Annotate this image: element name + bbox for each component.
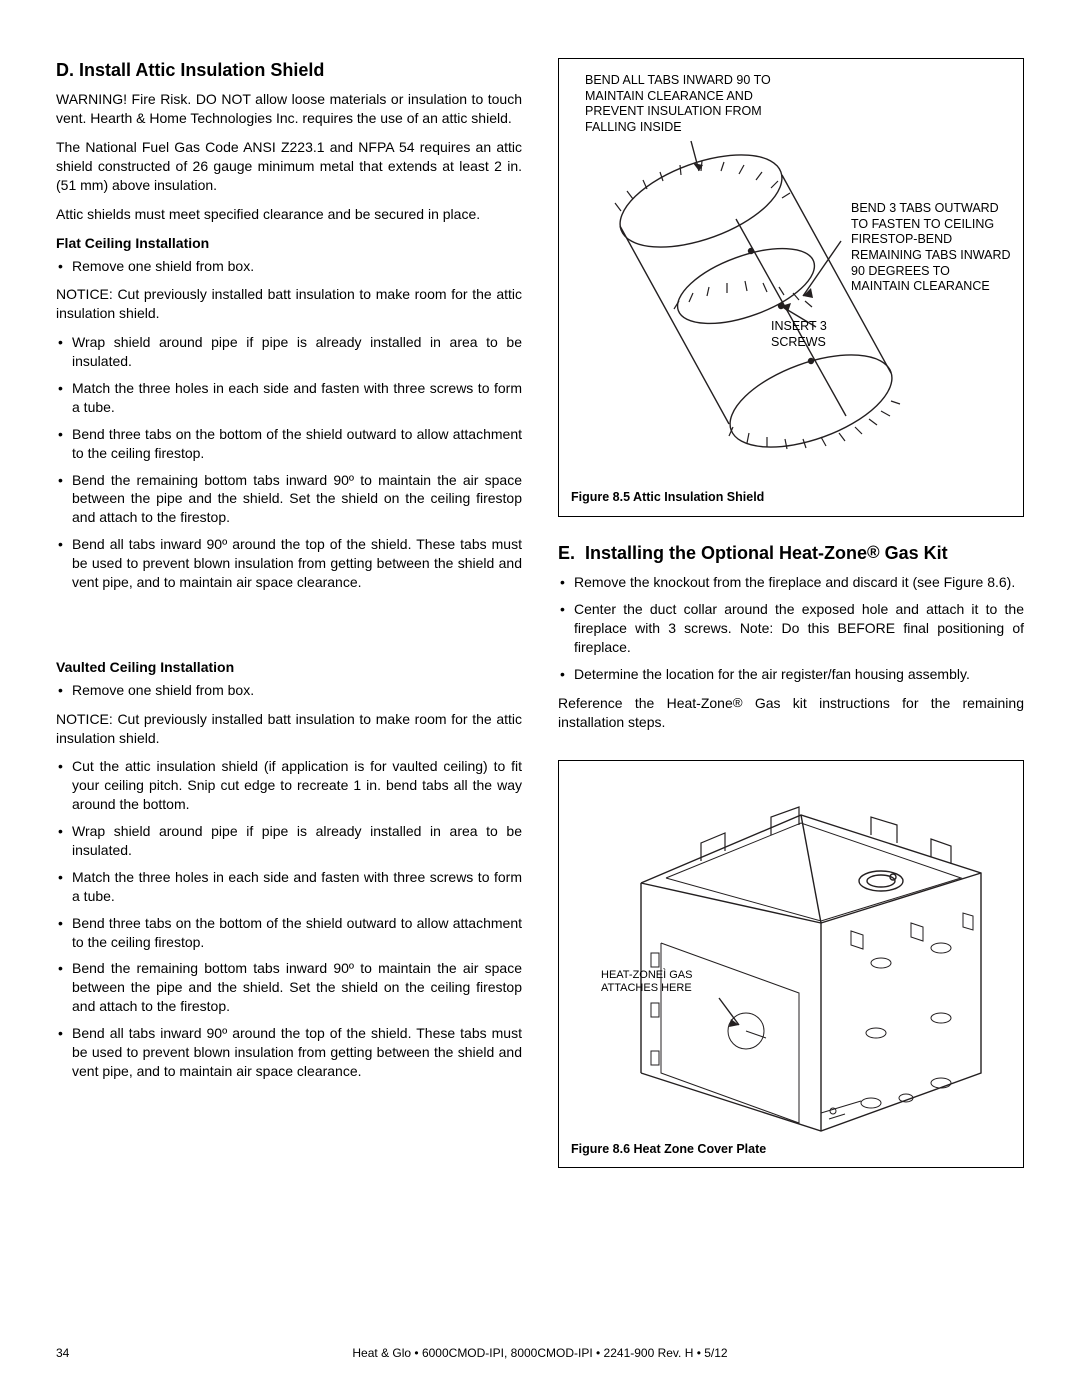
section-e-list: Remove the knockout from the fireplace a…	[558, 573, 1024, 683]
fig85-callout-top: BEND ALL TABS INWARD 90 TO MAINTAIN CLEA…	[585, 73, 805, 136]
fig86-caption: Figure 8.6 Heat Zone Cover Plate	[571, 1141, 1011, 1158]
flat-item: Remove one shield from box.	[56, 257, 522, 276]
fig86-svg	[571, 773, 1011, 1133]
sec-e-item: Center the duct collar around the expose…	[558, 600, 1024, 657]
page-footer: 34 Heat & Glo • 6000CMOD-IPI, 8000CMOD-I…	[56, 1345, 1024, 1361]
code-paragraph: The National Fuel Gas Code ANSI Z223.1 a…	[56, 138, 522, 195]
fig85-callout-right: BEND 3 TABS OUTWARD TO FASTEN TO CEILING…	[851, 201, 1011, 295]
figure-8-5: BEND ALL TABS INWARD 90 TO MAINTAIN CLEA…	[558, 58, 1024, 517]
figure-8-6: HEAT-ZONEÌ GAS ATTACHES HERE	[558, 760, 1024, 1169]
vaulted-list-2: Cut the attic insulation shield (if appl…	[56, 757, 522, 1080]
flat-item: Bend three tabs on the bottom of the shi…	[56, 425, 522, 463]
flat-item: Bend the remaining bottom tabs inward 90…	[56, 471, 522, 528]
right-column: BEND ALL TABS INWARD 90 TO MAINTAIN CLEA…	[558, 58, 1024, 1192]
vaulted-ceiling-heading: Vaulted Ceiling Installation	[56, 658, 522, 677]
flat-item: Bend all tabs inward 90º around the top …	[56, 535, 522, 592]
flat-ceiling-heading: Flat Ceiling Installation	[56, 234, 522, 253]
footer-center-text: Heat & Glo • 6000CMOD-IPI, 8000CMOD-IPI …	[56, 1345, 1024, 1361]
sec-e-item: Remove the knockout from the fireplace a…	[558, 573, 1024, 592]
section-e-heading: E. Installing the Optional Heat-Zone® Ga…	[558, 541, 1024, 565]
section-d-heading: D. Install Attic Insulation Shield	[56, 58, 522, 82]
flat-list-2: Wrap shield around pipe if pipe is alrea…	[56, 333, 522, 592]
sec-e-ref: Reference the Heat-Zone® Gas kit instruc…	[558, 694, 1024, 732]
flat-item: Match the three holes in each side and f…	[56, 379, 522, 417]
fig85-callout-screws: INSERT 3 SCREWS	[771, 319, 851, 350]
fig86-callout: HEAT-ZONEÌ GAS ATTACHES HERE	[601, 969, 721, 995]
vaulted-item: Bend all tabs inward 90º around the top …	[56, 1024, 522, 1081]
vaulted-item: Cut the attic insulation shield (if appl…	[56, 757, 522, 814]
flat-notice: NOTICE: Cut previously installed batt in…	[56, 285, 522, 323]
sec-e-item: Determine the location for the air regis…	[558, 665, 1024, 684]
vaulted-item: Remove one shield from box.	[56, 681, 522, 700]
vaulted-item: Bend three tabs on the bottom of the shi…	[56, 914, 522, 952]
flat-item: Wrap shield around pipe if pipe is alrea…	[56, 333, 522, 371]
vaulted-notice: NOTICE: Cut previously installed batt in…	[56, 710, 522, 748]
vaulted-item: Match the three holes in each side and f…	[56, 868, 522, 906]
flat-list-1: Remove one shield from box.	[56, 257, 522, 276]
clearance-paragraph: Attic shields must meet specified cleara…	[56, 205, 522, 224]
fig85-caption: Figure 8.5 Attic Insulation Shield	[571, 489, 1011, 506]
vaulted-item: Bend the remaining bottom tabs inward 90…	[56, 959, 522, 1016]
vaulted-list-1: Remove one shield from box.	[56, 681, 522, 700]
vaulted-item: Wrap shield around pipe if pipe is alrea…	[56, 822, 522, 860]
warning-paragraph: WARNING! Fire Risk. DO NOT allow loose m…	[56, 90, 522, 128]
left-column: D. Install Attic Insulation Shield WARNI…	[56, 58, 522, 1192]
